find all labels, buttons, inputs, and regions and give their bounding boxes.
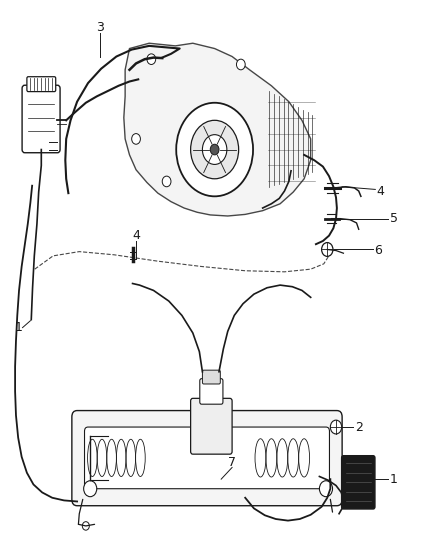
FancyBboxPatch shape	[22, 85, 60, 153]
Circle shape	[162, 176, 171, 187]
Polygon shape	[124, 43, 311, 216]
Circle shape	[330, 420, 342, 434]
Circle shape	[319, 481, 332, 497]
Text: 6: 6	[374, 244, 382, 257]
Text: 3: 3	[96, 21, 104, 34]
Circle shape	[132, 134, 141, 144]
Circle shape	[202, 135, 227, 165]
Text: 5: 5	[390, 212, 398, 225]
Text: 2: 2	[355, 421, 363, 433]
Circle shape	[210, 144, 219, 155]
FancyBboxPatch shape	[85, 427, 329, 489]
FancyBboxPatch shape	[191, 398, 232, 454]
Circle shape	[321, 243, 333, 256]
Text: 4: 4	[132, 229, 140, 242]
Text: 7: 7	[228, 456, 236, 469]
Circle shape	[237, 59, 245, 70]
Text: 1: 1	[14, 321, 22, 334]
Circle shape	[176, 103, 253, 196]
Circle shape	[147, 54, 155, 64]
Circle shape	[84, 481, 97, 497]
FancyBboxPatch shape	[27, 77, 56, 92]
Text: 1: 1	[390, 473, 398, 486]
FancyBboxPatch shape	[202, 370, 220, 384]
FancyBboxPatch shape	[342, 456, 375, 509]
FancyBboxPatch shape	[72, 410, 342, 506]
Text: 4: 4	[377, 184, 385, 198]
Circle shape	[82, 522, 89, 530]
Circle shape	[191, 120, 239, 179]
FancyBboxPatch shape	[200, 378, 223, 404]
